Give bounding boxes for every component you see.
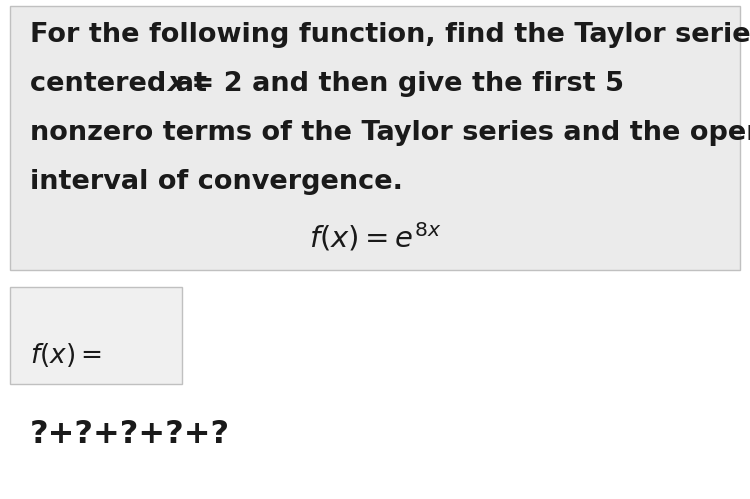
Text: $f(x) = e^{8x}$: $f(x) = e^{8x}$ xyxy=(309,221,441,253)
Text: centered at: centered at xyxy=(30,71,217,97)
Text: x: x xyxy=(167,71,184,97)
Text: For the following function, find the Taylor series: For the following function, find the Tay… xyxy=(30,22,750,48)
FancyBboxPatch shape xyxy=(10,287,182,384)
FancyBboxPatch shape xyxy=(10,6,740,270)
Text: $f(x) =$: $f(x) =$ xyxy=(30,341,102,369)
Text: nonzero terms of the Taylor series and the open: nonzero terms of the Taylor series and t… xyxy=(30,120,750,146)
Text: ?+?+?+?+?: ?+?+?+?+? xyxy=(30,419,230,450)
Text: interval of convergence.: interval of convergence. xyxy=(30,169,403,195)
Text: = 2 and then give the first 5: = 2 and then give the first 5 xyxy=(182,71,623,97)
